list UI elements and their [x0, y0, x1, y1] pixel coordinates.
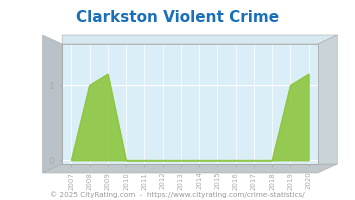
Text: © 2025 CityRating.com  -  https://www.cityrating.com/crime-statistics/: © 2025 CityRating.com - https://www.city… [50, 191, 305, 198]
Text: Clarkston Violent Crime: Clarkston Violent Crime [76, 10, 279, 25]
